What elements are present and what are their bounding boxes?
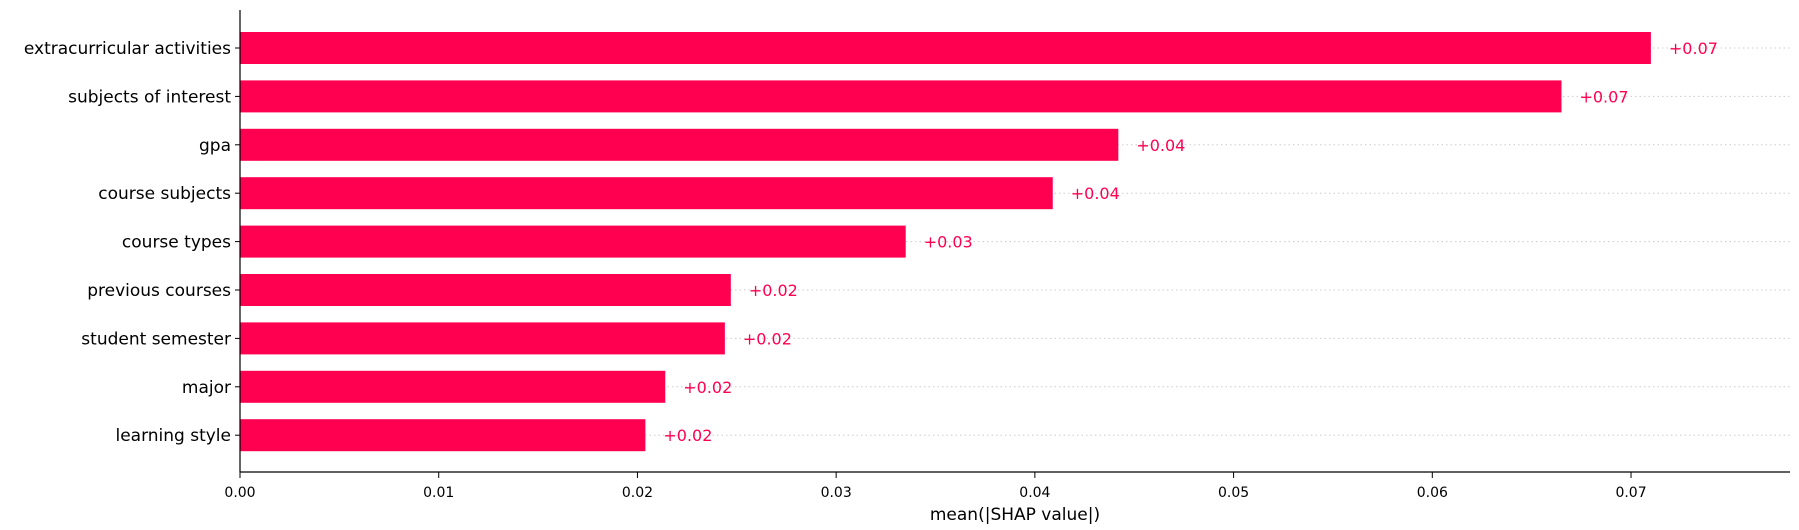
x-tick-label: 0.00 <box>224 485 255 501</box>
x-tick-label: 0.05 <box>1218 485 1249 501</box>
value-label: +0.04 <box>1136 136 1185 155</box>
value-label: +0.07 <box>1579 87 1628 106</box>
category-label: learning style <box>115 426 231 446</box>
category-label: student semester <box>81 329 231 349</box>
value-label: +0.02 <box>743 329 792 348</box>
category-label: extracurricular activities <box>24 39 231 59</box>
category-label: course types <box>122 233 231 253</box>
bar-learning-style <box>240 419 646 452</box>
category-label: previous courses <box>87 281 231 301</box>
value-label: +0.02 <box>663 426 712 445</box>
x-tick-label: 0.04 <box>1019 485 1050 501</box>
category-labels: extracurricular activities subjects of in… <box>24 39 231 446</box>
value-label: +0.07 <box>1669 39 1718 58</box>
bars <box>240 32 1651 452</box>
category-label: subjects of interest <box>68 87 231 107</box>
value-labels: +0.07 +0.07 +0.04 +0.04 +0.03 +0.02 +0.02 +0.02… <box>663 39 1718 445</box>
x-tick-label: 0.06 <box>1417 485 1448 501</box>
category-label: gpa <box>199 136 231 156</box>
x-tick-label: 0.03 <box>821 485 852 501</box>
x-axis-title: mean(|SHAP value|) <box>930 505 1100 525</box>
value-label: +0.02 <box>683 378 732 397</box>
bar-gpa <box>240 128 1119 161</box>
bar-student-semester <box>240 322 725 355</box>
bar-major <box>240 370 666 403</box>
x-tick-label: 0.01 <box>423 485 454 501</box>
bar-course-subjects <box>240 177 1053 210</box>
x-tick-label: 0.07 <box>1615 485 1646 501</box>
value-label: +0.02 <box>749 281 798 300</box>
category-label: course subjects <box>98 184 231 204</box>
axes: 0.00 0.01 0.02 0.03 0.04 0.05 0.06 0.07 <box>224 10 1790 501</box>
bar-previous-courses <box>240 274 731 306</box>
value-label: +0.03 <box>924 233 973 252</box>
category-label: major <box>182 378 231 398</box>
value-label: +0.04 <box>1071 184 1120 203</box>
bar-subjects-of-interest <box>240 80 1562 113</box>
bar-course-types <box>240 225 906 258</box>
bar-extracurricular-activities <box>240 32 1651 64</box>
x-tick-label: 0.02 <box>622 485 653 501</box>
